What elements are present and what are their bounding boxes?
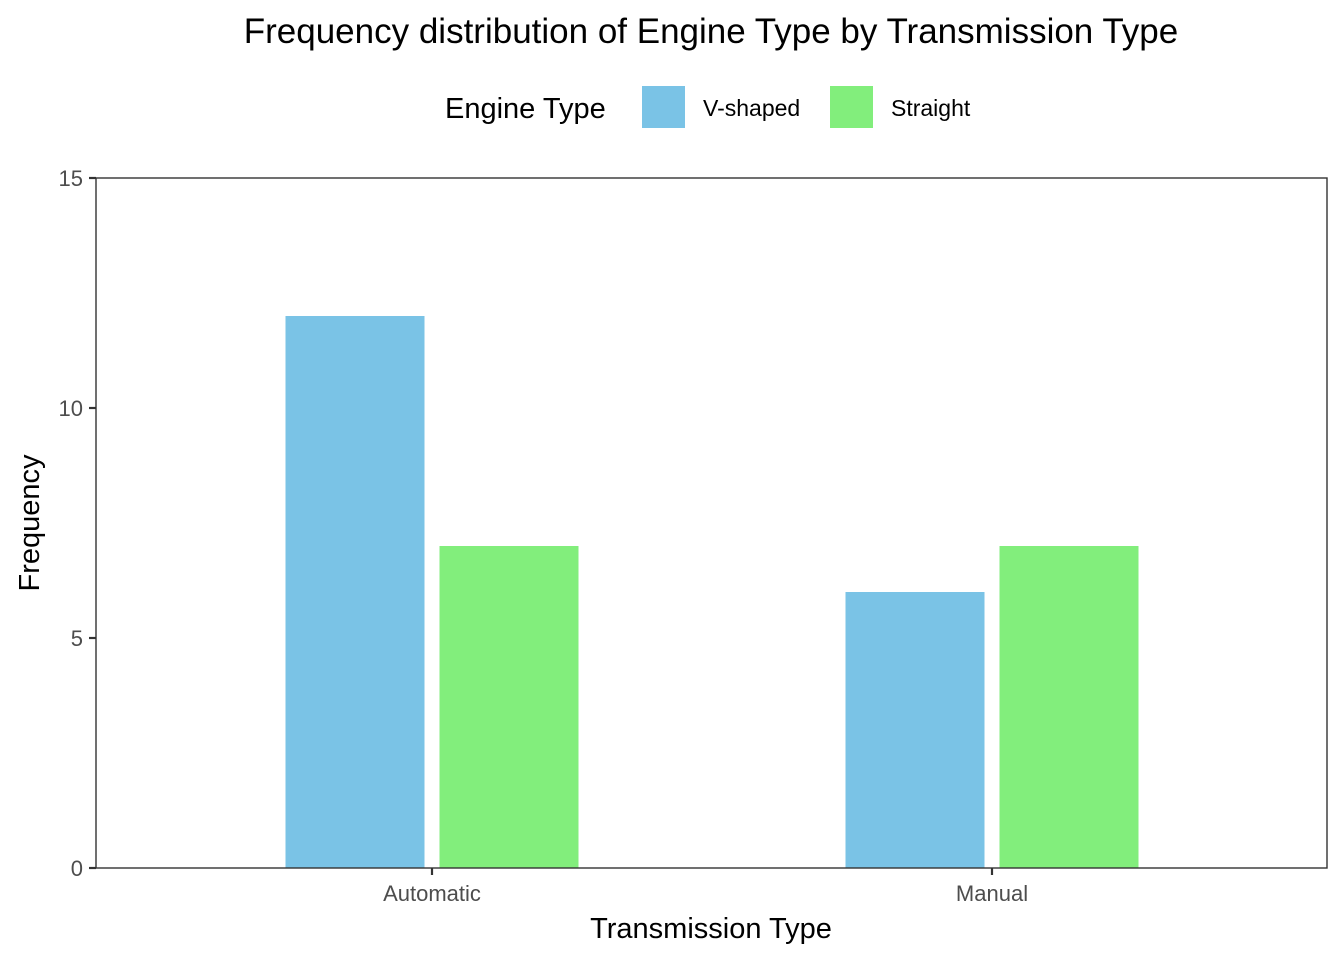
legend-label-straight: Straight <box>891 95 971 121</box>
legend-title: Engine Type <box>445 93 606 125</box>
y-tick-label: 15 <box>59 166 83 191</box>
x-axis: Automatic Manual <box>383 868 1028 906</box>
legend-key-v-shaped <box>642 86 685 128</box>
bars-layer <box>285 316 1139 868</box>
x-tick-label-manual: Manual <box>956 881 1028 906</box>
plot-panel-border <box>95 177 1328 869</box>
y-axis-title: Frequency <box>14 454 46 592</box>
x-axis-title: Transmission Type <box>590 913 832 945</box>
legend-label-v-shaped: V-shaped <box>703 95 800 121</box>
chart-title: Frequency distribution of Engine Type by… <box>244 12 1179 51</box>
x-tick-label-automatic: Automatic <box>383 881 481 906</box>
y-axis: 0 5 10 15 <box>59 166 96 881</box>
y-tick-label: 5 <box>71 626 83 651</box>
bar-automatic-v-shaped <box>285 316 425 868</box>
legend-key-straight <box>830 86 873 128</box>
bar-manual-v-shaped <box>845 592 985 868</box>
legend: Engine Type V-shaped Straight <box>445 86 971 128</box>
bar-manual-straight <box>999 546 1139 868</box>
y-tick-label: 0 <box>71 856 83 881</box>
bar-automatic-straight <box>439 546 579 868</box>
y-tick-label: 10 <box>59 396 83 421</box>
